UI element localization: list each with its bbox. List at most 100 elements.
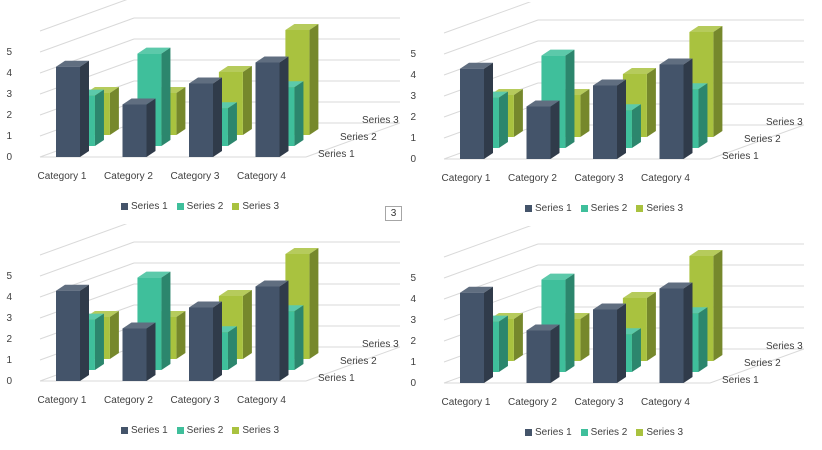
legend-swatch [580,205,588,212]
y-tick-label: 0 [6,152,12,163]
y-axis: 0 1 2 3 4 5 [6,47,12,163]
gridline [443,243,539,279]
x-axis: Category 1 Category 2 Category 3 Category 4 [38,171,287,182]
bar-front [122,328,147,381]
x-axis: Category 1 Category 2 Category 3 Category 4 [38,395,287,406]
legend-item: Series 1 [120,201,168,212]
y-tick-label: 2 [6,334,12,345]
gridline [39,17,135,53]
chart-legend: Series 1 Series 2 Series 3 [0,201,400,212]
legend-label: Series 3 [242,201,280,212]
series-axis-label: Series 2 [340,356,377,367]
y-tick-label: 5 [6,271,12,282]
bar-side [646,292,656,361]
bar-top [593,79,626,86]
bar-side [109,311,119,359]
series-axis-label: Series 1 [318,373,355,384]
bar-side [309,24,319,135]
bar-side [94,89,104,146]
legend-label: Series 2 [186,425,224,436]
legend-item: Series 3 [232,425,279,436]
legend-item: Series 2 [580,427,627,438]
x-tick-label: Category 3 [575,173,624,184]
y-tick-label: 0 [410,154,416,165]
depth-axis: Series 1 Series 2 Series 3 [722,341,803,386]
bar-top [593,303,626,310]
legend-swatch [176,203,184,210]
y-tick-label: 5 [6,47,12,58]
x-tick-label: Category 3 [575,397,624,408]
x-tick-label: Category 4 [641,173,690,184]
bar-side [617,303,626,383]
bar-side [242,66,252,135]
bar-side [631,328,641,372]
y-axis: 0 1 2 3 4 5 [6,271,12,387]
bar-front [659,288,684,383]
bar [526,100,560,159]
bar-top [659,58,693,65]
bar-top [541,49,575,56]
bar-side [94,313,104,370]
bar-side [617,79,626,159]
bar [255,56,289,157]
bar-front [593,309,617,383]
bar-top [285,248,319,254]
x-tick-label: Category 3 [171,395,220,406]
series-axis-label: Series 2 [340,132,377,143]
page-number-badge[interactable]: 3 [385,206,402,221]
bar-side [279,56,289,157]
legend-item: Series 1 [524,203,572,214]
legend-label: Series 1 [130,425,168,436]
bar-side [498,315,508,372]
bar-side [80,60,89,158]
bar-side [146,322,156,381]
bar-side [698,83,708,148]
legend-label: Series 1 [534,203,572,214]
y-tick-label: 2 [6,110,12,121]
bars [56,248,319,381]
bars [56,24,319,158]
bar-top [622,68,656,74]
series-axis-label: Series 3 [362,339,399,350]
bar [122,98,156,157]
bar-side [227,102,237,146]
bar-side [550,324,560,383]
bar-top [218,66,252,72]
legend-label: Series 2 [186,201,224,212]
legend-swatch [120,427,128,434]
bar-side [294,305,304,370]
legend-swatch [232,203,240,210]
y-tick-label: 1 [6,131,12,142]
gridline [443,2,532,34]
bar-side [484,62,493,160]
legend-swatch [580,429,588,436]
gridline [709,124,804,160]
bar-front [255,62,280,157]
bar [659,282,693,383]
bar [122,322,156,381]
bar-side [683,58,693,159]
gridline [39,224,128,256]
series-axis-label: Series 3 [362,115,399,126]
x-tick-label: Category 1 [442,397,491,408]
bar-side [683,282,693,383]
bar-side [713,250,723,361]
series-axis-label: Series 2 [744,134,781,145]
bar-top [255,280,289,287]
bar [56,60,89,158]
bar-side [161,47,171,146]
bar-top [622,292,656,298]
bar-top [137,47,171,54]
x-axis: Category 1 Category 2 Category 3 Category 4 [442,397,691,408]
y-tick-label: 3 [6,313,12,324]
bar-front [122,104,147,157]
series-axis-label: Series 1 [318,149,355,160]
x-tick-label: Category 1 [442,173,491,184]
legend-label: Series 3 [242,425,280,436]
depth-axis: Series 1 Series 2 Series 3 [318,339,399,384]
bars [460,250,723,383]
bar-top [460,62,493,69]
y-tick-label: 4 [410,70,416,81]
bar-side [146,98,156,157]
